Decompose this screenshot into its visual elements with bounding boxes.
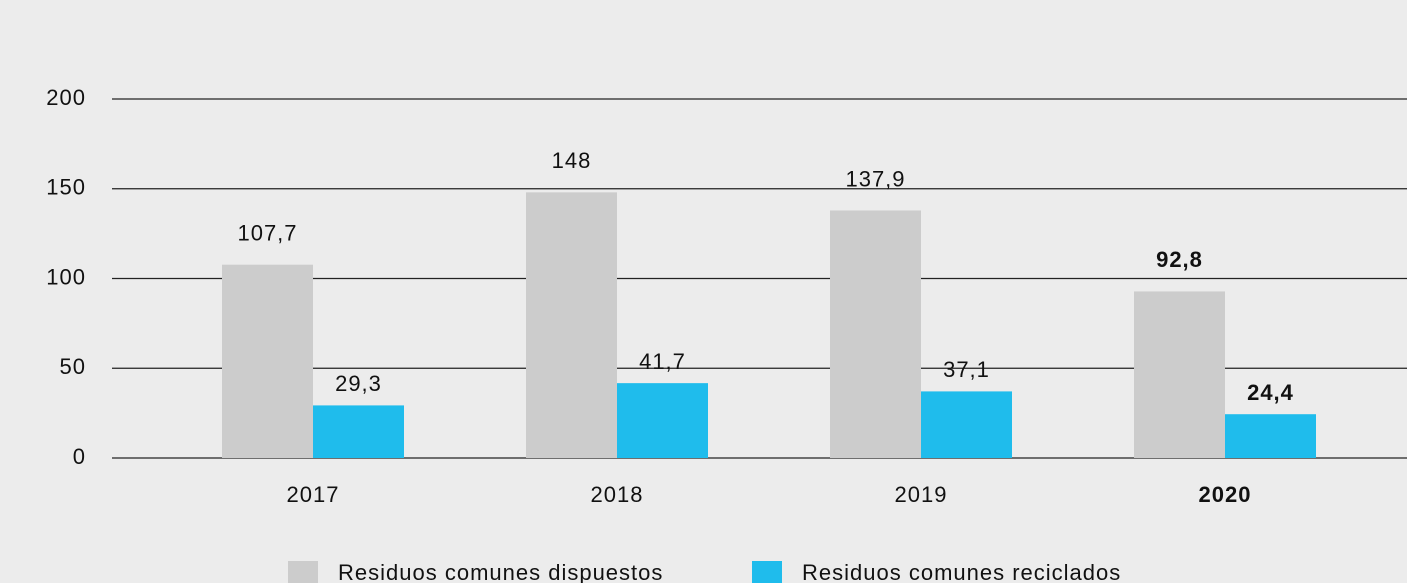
value-label: 41,7 [639, 349, 686, 374]
bar [921, 391, 1012, 458]
legend-label: Residuos comunes reciclados [802, 560, 1121, 583]
value-label: 24,4 [1247, 380, 1294, 405]
legend-swatch [288, 561, 318, 583]
x-tick-label: 2019 [895, 482, 948, 507]
value-label: 148 [552, 148, 592, 173]
bar [526, 192, 617, 458]
value-label: 37,1 [943, 357, 990, 382]
value-label: 107,7 [237, 220, 297, 245]
value-label: 137,9 [845, 166, 905, 191]
legend-label: Residuos comunes dispuestos [338, 560, 663, 583]
y-tick-label: 0 [73, 444, 86, 469]
value-label: 92,8 [1156, 247, 1203, 272]
y-tick-label: 100 [46, 264, 86, 289]
value-label: 29,3 [335, 371, 382, 396]
y-tick-label: 150 [46, 175, 86, 200]
bar [313, 405, 404, 458]
x-tick-label: 2018 [591, 482, 644, 507]
x-tick-label: 2017 [287, 482, 340, 507]
legend-swatch [752, 561, 782, 583]
bar [1225, 414, 1316, 458]
x-tick-label: 2020 [1199, 482, 1252, 507]
y-tick-label: 200 [46, 85, 86, 110]
bar [1134, 291, 1225, 458]
y-tick-label: 50 [60, 354, 86, 379]
bar [830, 210, 921, 458]
bar [617, 383, 708, 458]
bar [222, 264, 313, 458]
